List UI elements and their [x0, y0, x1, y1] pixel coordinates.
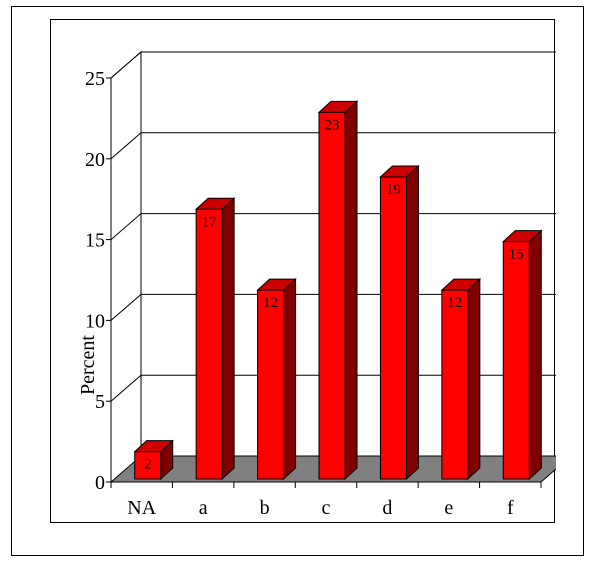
x-tick-label: e	[444, 497, 453, 519]
bar-side-face	[467, 277, 481, 481]
x-tick-label: NA	[127, 497, 156, 519]
x-tick-label: a	[199, 497, 208, 519]
data-label: 12	[447, 295, 462, 311]
bar-NA	[133, 439, 174, 481]
bar-e	[440, 277, 482, 481]
gridline	[110, 132, 556, 160]
bar-c	[317, 100, 359, 481]
chart-walls	[110, 50, 142, 456]
data-label: 23	[325, 117, 340, 133]
data-labels: 2 17 12 23 19 12 15	[144, 117, 524, 472]
bar-f	[502, 229, 543, 481]
bar-side-face	[528, 229, 542, 481]
axes	[110, 78, 541, 483]
data-label: 15	[509, 247, 524, 263]
bar-d	[379, 164, 420, 481]
bar-side-face	[283, 277, 297, 481]
y-tick-label: 25	[85, 68, 105, 90]
y-tick-label: 10	[85, 310, 105, 332]
y-axis-label: Percent	[77, 335, 99, 395]
x-tick-label: f	[507, 497, 514, 519]
x-tick-label: c	[322, 497, 331, 519]
bar-a	[194, 197, 236, 481]
bars	[133, 100, 543, 481]
y-tick-label: 15	[85, 230, 105, 252]
chart-outer-frame: 2 17 12 23 19 12 15 0 5 10 15 20 25 NA a b c d e f Percen…	[11, 6, 584, 556]
bar-front-face	[134, 451, 162, 480]
bar-front-face	[379, 176, 407, 480]
column-chart: 2 17 12 23 19 12 15 0 5 10 15 20 25 NA a b c d e f Percen…	[77, 50, 556, 519]
y-tick-label: 0	[95, 472, 105, 494]
bar-side-face	[405, 164, 419, 481]
x-tick-labels: NA a b c d e f	[110, 482, 542, 519]
gridline	[110, 51, 556, 79]
y-tick-labels: 0 5 10 15 20 25	[85, 68, 111, 494]
bar-front-face	[257, 289, 285, 480]
x-tick-label: b	[260, 497, 270, 519]
data-label: 12	[263, 295, 278, 311]
data-label: 2	[144, 457, 152, 473]
side-wall-edge	[110, 50, 142, 456]
bar-side-face	[344, 100, 358, 481]
data-label: 19	[386, 182, 401, 198]
bar-front-face	[502, 241, 530, 480]
y-tick-label: 5	[95, 391, 105, 413]
bar-front-face	[195, 208, 223, 480]
bar-front-face	[441, 289, 469, 480]
chart-area: 2 17 12 23 19 12 15 0 5 10 15 20 25 NA a b c d e f Percen…	[50, 19, 556, 523]
x-tick-label: d	[382, 497, 392, 519]
bar-front-face	[318, 111, 346, 480]
y-tick-label: 20	[85, 149, 105, 171]
data-label: 17	[202, 214, 218, 230]
bar-side-face	[221, 197, 235, 481]
bar-b	[256, 277, 297, 481]
